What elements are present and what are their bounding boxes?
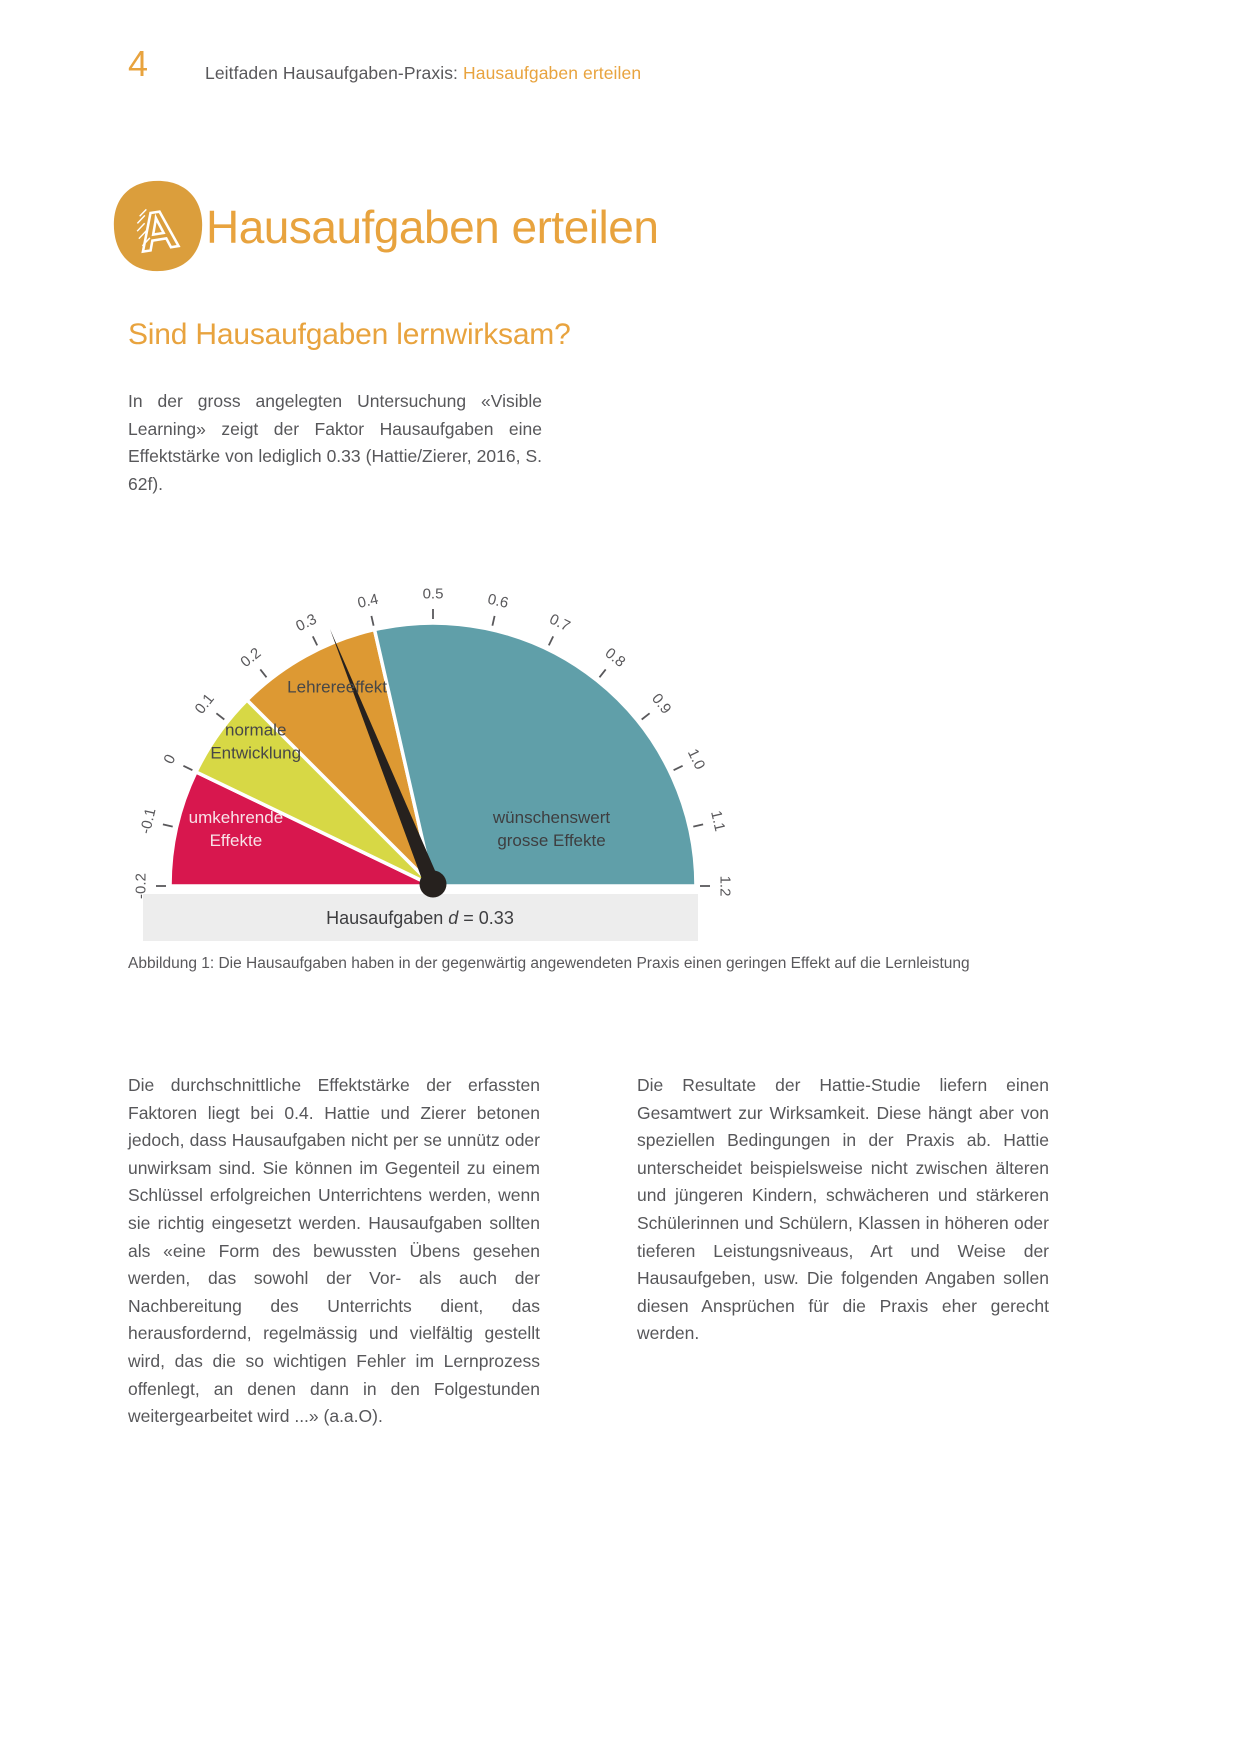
effect-size-gauge-figure: -0.2 -0.1 0 0.1 0.2 0.3 0.4 0.5 0.6 0.7 0.8 0.9 1.0 1…	[113, 578, 733, 950]
figure-caption: Abbildung 1: Die Hausaufgaben haben in d…	[128, 955, 970, 972]
gauge-segment-label-umkehrende-effekte: umkehrende	[189, 808, 284, 827]
page-number: 4	[128, 43, 149, 84]
gauge-tick	[162, 823, 173, 828]
gauge-segment-wuenschenswert	[372, 621, 698, 888]
gauge-tick-label: 0.8	[602, 645, 629, 671]
gauge-tick	[259, 668, 268, 678]
gauge-segment-label-normale-entwicklung: normale	[225, 720, 286, 739]
gauge-tick-label: 0.6	[486, 591, 510, 612]
running-head-chapter: Hausaufgaben erteilen	[463, 63, 642, 83]
gauge-tick-label: 1.1	[707, 809, 728, 833]
gauge-segment-label-normale-entwicklung: Entwicklung	[210, 743, 301, 762]
gauge-tick	[641, 712, 651, 721]
intro-paragraph: In der gross angelegten Untersuchung «Vi…	[128, 391, 542, 494]
effect-size-gauge-chart: -0.2 -0.1 0 0.1 0.2 0.3 0.4 0.5 0.6 0.7 0.8 0.9 1.0 1…	[133, 586, 734, 941]
gauge-needle-hub	[419, 870, 447, 898]
body-column-left: Die durchschnittliche Effektstärke der e…	[128, 1075, 540, 1427]
gauge-tick-label: -0.1	[137, 806, 159, 835]
section-heading: Sind Hausaufgaben lernwirksam?	[128, 318, 571, 351]
gauge-tick-label: 0.3	[293, 611, 319, 635]
gauge-segment-umkehrende-effekte	[168, 769, 434, 888]
gauge-tick-label: 1.0	[684, 746, 708, 772]
running-head-title: Leitfaden Hausaufgaben-Praxis:	[205, 63, 463, 83]
gauge-tick-label: 0.4	[356, 591, 380, 612]
gauge-tick	[547, 636, 555, 646]
gauge-tick-label: 0.9	[648, 690, 674, 717]
doodle-letter-a-svg: A	[113, 180, 203, 272]
gauge-tick	[693, 823, 704, 828]
gauge-tick	[215, 712, 225, 721]
gauge-tick-label: 0.5	[423, 586, 444, 603]
gauge-needle	[329, 628, 441, 889]
chapter-title: Hausaufgaben erteilen	[206, 201, 659, 253]
gauge-tick-label: 1.2	[717, 876, 734, 897]
gauge-tick	[598, 668, 607, 678]
gauge-segment-lehrereffekt	[244, 627, 437, 892]
gauge-value-band	[143, 894, 698, 941]
gauge-tick-label: 0.2	[237, 645, 264, 671]
gauge-tick-label: 0.7	[547, 611, 573, 635]
gauge-segment-label-wuenschenswert: grosse Effekte	[497, 831, 605, 850]
gauge-tick	[311, 636, 319, 646]
gauge-tick-label: 0	[160, 752, 179, 767]
gauge-tick	[491, 615, 496, 626]
gauge-tick	[183, 764, 193, 772]
gauge-tick-label: 0.1	[192, 690, 218, 717]
running-head: Leitfaden Hausaufgaben-Praxis: Hausaufga…	[205, 63, 641, 84]
gauge-segment-label-wuenschenswert: wünschenswert	[492, 808, 610, 827]
gauge-band-label: Hausaufgaben d = 0.33	[326, 908, 514, 928]
gauge-tick	[673, 764, 683, 772]
gauge-segment-label-lehrereffekt: Lehrereeffekt	[287, 678, 387, 697]
body-columns: Die durchschnittliche Effektstärke der e…	[128, 1072, 1049, 1431]
gauge-tick-label: -0.2	[133, 873, 150, 899]
doodle-letter-a-icon: A	[110, 178, 206, 276]
gauge-tick	[370, 615, 375, 626]
gauge-segment-label-umkehrende-effekte: Effekte	[210, 831, 263, 850]
body-column-right: Die Resultate der Hattie-Studie liefern …	[637, 1075, 1049, 1344]
